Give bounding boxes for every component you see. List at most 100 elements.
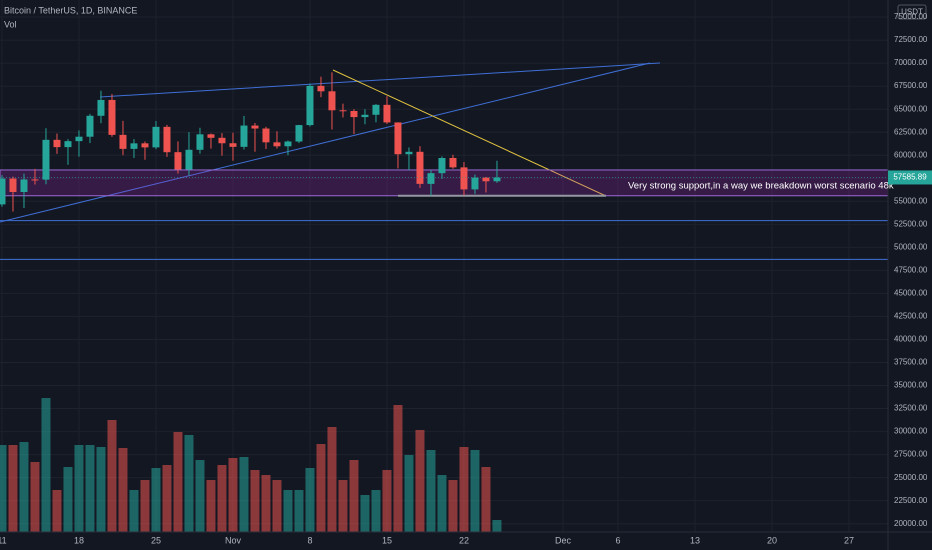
candle-body bbox=[427, 173, 435, 184]
y-tick-label: 42500.00 bbox=[894, 312, 928, 321]
candle-body bbox=[295, 125, 303, 142]
x-tick-label: Nov bbox=[225, 535, 242, 545]
candle-body bbox=[449, 157, 457, 168]
volume-bar bbox=[349, 460, 359, 532]
currency[interactable]: USDT bbox=[901, 8, 923, 17]
y-tick-label: 65000.00 bbox=[894, 104, 928, 113]
volume-bar bbox=[492, 520, 502, 532]
y-tick-label: 67500.00 bbox=[894, 81, 928, 90]
candle-body bbox=[229, 143, 237, 147]
last-price-box bbox=[888, 170, 932, 185]
annotation: Very strong support,in a way we breakdow… bbox=[628, 181, 894, 192]
candle-body bbox=[306, 85, 314, 126]
currency-box[interactable] bbox=[897, 4, 927, 20]
volume-bar bbox=[360, 495, 370, 532]
candle-body bbox=[9, 178, 17, 192]
y-tick-label: 30000.00 bbox=[894, 427, 928, 436]
y-tick-label: 70000.00 bbox=[894, 58, 928, 67]
candle-body bbox=[482, 177, 490, 182]
y-tick-label: 50000.00 bbox=[894, 242, 928, 251]
y-tick-label: 32500.00 bbox=[894, 404, 928, 413]
grid bbox=[0, 0, 888, 532]
last-price-label: 57585.89 bbox=[893, 173, 927, 182]
volume-bar bbox=[195, 460, 205, 532]
volume-bar bbox=[305, 468, 315, 532]
candle-body bbox=[361, 114, 369, 118]
candle-body bbox=[394, 122, 402, 155]
x-tick-label: 15 bbox=[382, 535, 392, 545]
x-tick-label: 25 bbox=[151, 535, 161, 545]
volume-bar bbox=[404, 455, 414, 532]
candle-body bbox=[97, 99, 105, 116]
candle-body bbox=[163, 126, 171, 153]
volume-bar bbox=[338, 480, 348, 532]
y-tick-label: 55000.00 bbox=[894, 196, 928, 205]
candle-body bbox=[141, 143, 149, 148]
volume-bar bbox=[250, 470, 260, 532]
candle-body bbox=[108, 99, 116, 135]
volume-bar bbox=[217, 465, 227, 532]
volume-bar bbox=[327, 427, 337, 532]
volume-bar bbox=[283, 490, 293, 532]
candle-body bbox=[273, 142, 281, 147]
volume-bar bbox=[41, 398, 51, 532]
y-tick-label: 40000.00 bbox=[894, 335, 928, 344]
candle-body bbox=[185, 149, 193, 170]
candle-body bbox=[328, 91, 336, 111]
volume-bar bbox=[239, 457, 249, 532]
candle-body bbox=[317, 85, 325, 92]
volume-bar bbox=[437, 475, 447, 532]
volume-bar bbox=[448, 480, 458, 532]
volume-pane bbox=[0, 398, 502, 532]
candle-body bbox=[438, 157, 446, 174]
candle-body bbox=[86, 115, 94, 137]
volume-bar bbox=[261, 475, 271, 532]
volume-bar bbox=[481, 467, 491, 532]
y-tick-label: 45000.00 bbox=[894, 289, 928, 298]
volume-bar bbox=[30, 462, 40, 532]
y-tick-label: 52500.00 bbox=[894, 219, 928, 228]
candle-body bbox=[350, 111, 358, 118]
trend-line bbox=[99, 62, 661, 98]
y-tick-label: 72500.00 bbox=[894, 35, 928, 44]
y-tick-label: 35000.00 bbox=[894, 381, 928, 390]
x-tick-label: 20 bbox=[767, 535, 777, 545]
x-tick-label: 18 bbox=[74, 535, 84, 545]
volume-bar bbox=[96, 447, 106, 532]
candle-body bbox=[251, 125, 259, 129]
candle-body bbox=[64, 141, 72, 148]
volume-bar bbox=[162, 465, 172, 532]
candle-body bbox=[75, 136, 83, 142]
volume-bar bbox=[140, 480, 150, 532]
x-tick-label: 27 bbox=[844, 535, 854, 545]
volume-bar bbox=[371, 490, 381, 532]
y-tick-label: 22500.00 bbox=[894, 496, 928, 505]
candle-body bbox=[218, 137, 226, 144]
volume-bar bbox=[52, 490, 62, 532]
drawings bbox=[0, 62, 889, 260]
candles bbox=[0, 72, 501, 212]
volume-bar bbox=[173, 432, 183, 532]
y-tick-label: 27500.00 bbox=[894, 450, 928, 459]
volume-label: Vol bbox=[4, 19, 17, 29]
candle-body bbox=[119, 134, 127, 149]
volume-bar bbox=[8, 445, 18, 532]
trend-line bbox=[332, 69, 607, 197]
candle-body bbox=[416, 151, 424, 184]
candle-body bbox=[372, 104, 380, 115]
x-tick-label: 22 bbox=[459, 535, 469, 545]
volume-bar bbox=[382, 470, 392, 532]
y-tick-label: 20000.00 bbox=[894, 519, 928, 528]
y-tick-label: 62500.00 bbox=[894, 127, 928, 136]
candle-body bbox=[0, 178, 6, 205]
candle-body bbox=[240, 125, 248, 147]
volume-bar bbox=[228, 458, 238, 532]
candle-body bbox=[130, 143, 138, 149]
y-tick-label: 47500.00 bbox=[894, 265, 928, 274]
volume-bar bbox=[393, 405, 403, 532]
candle-body bbox=[20, 179, 28, 192]
volume-bar bbox=[107, 420, 117, 532]
candle-body bbox=[174, 152, 182, 170]
volume-bar bbox=[272, 480, 282, 532]
